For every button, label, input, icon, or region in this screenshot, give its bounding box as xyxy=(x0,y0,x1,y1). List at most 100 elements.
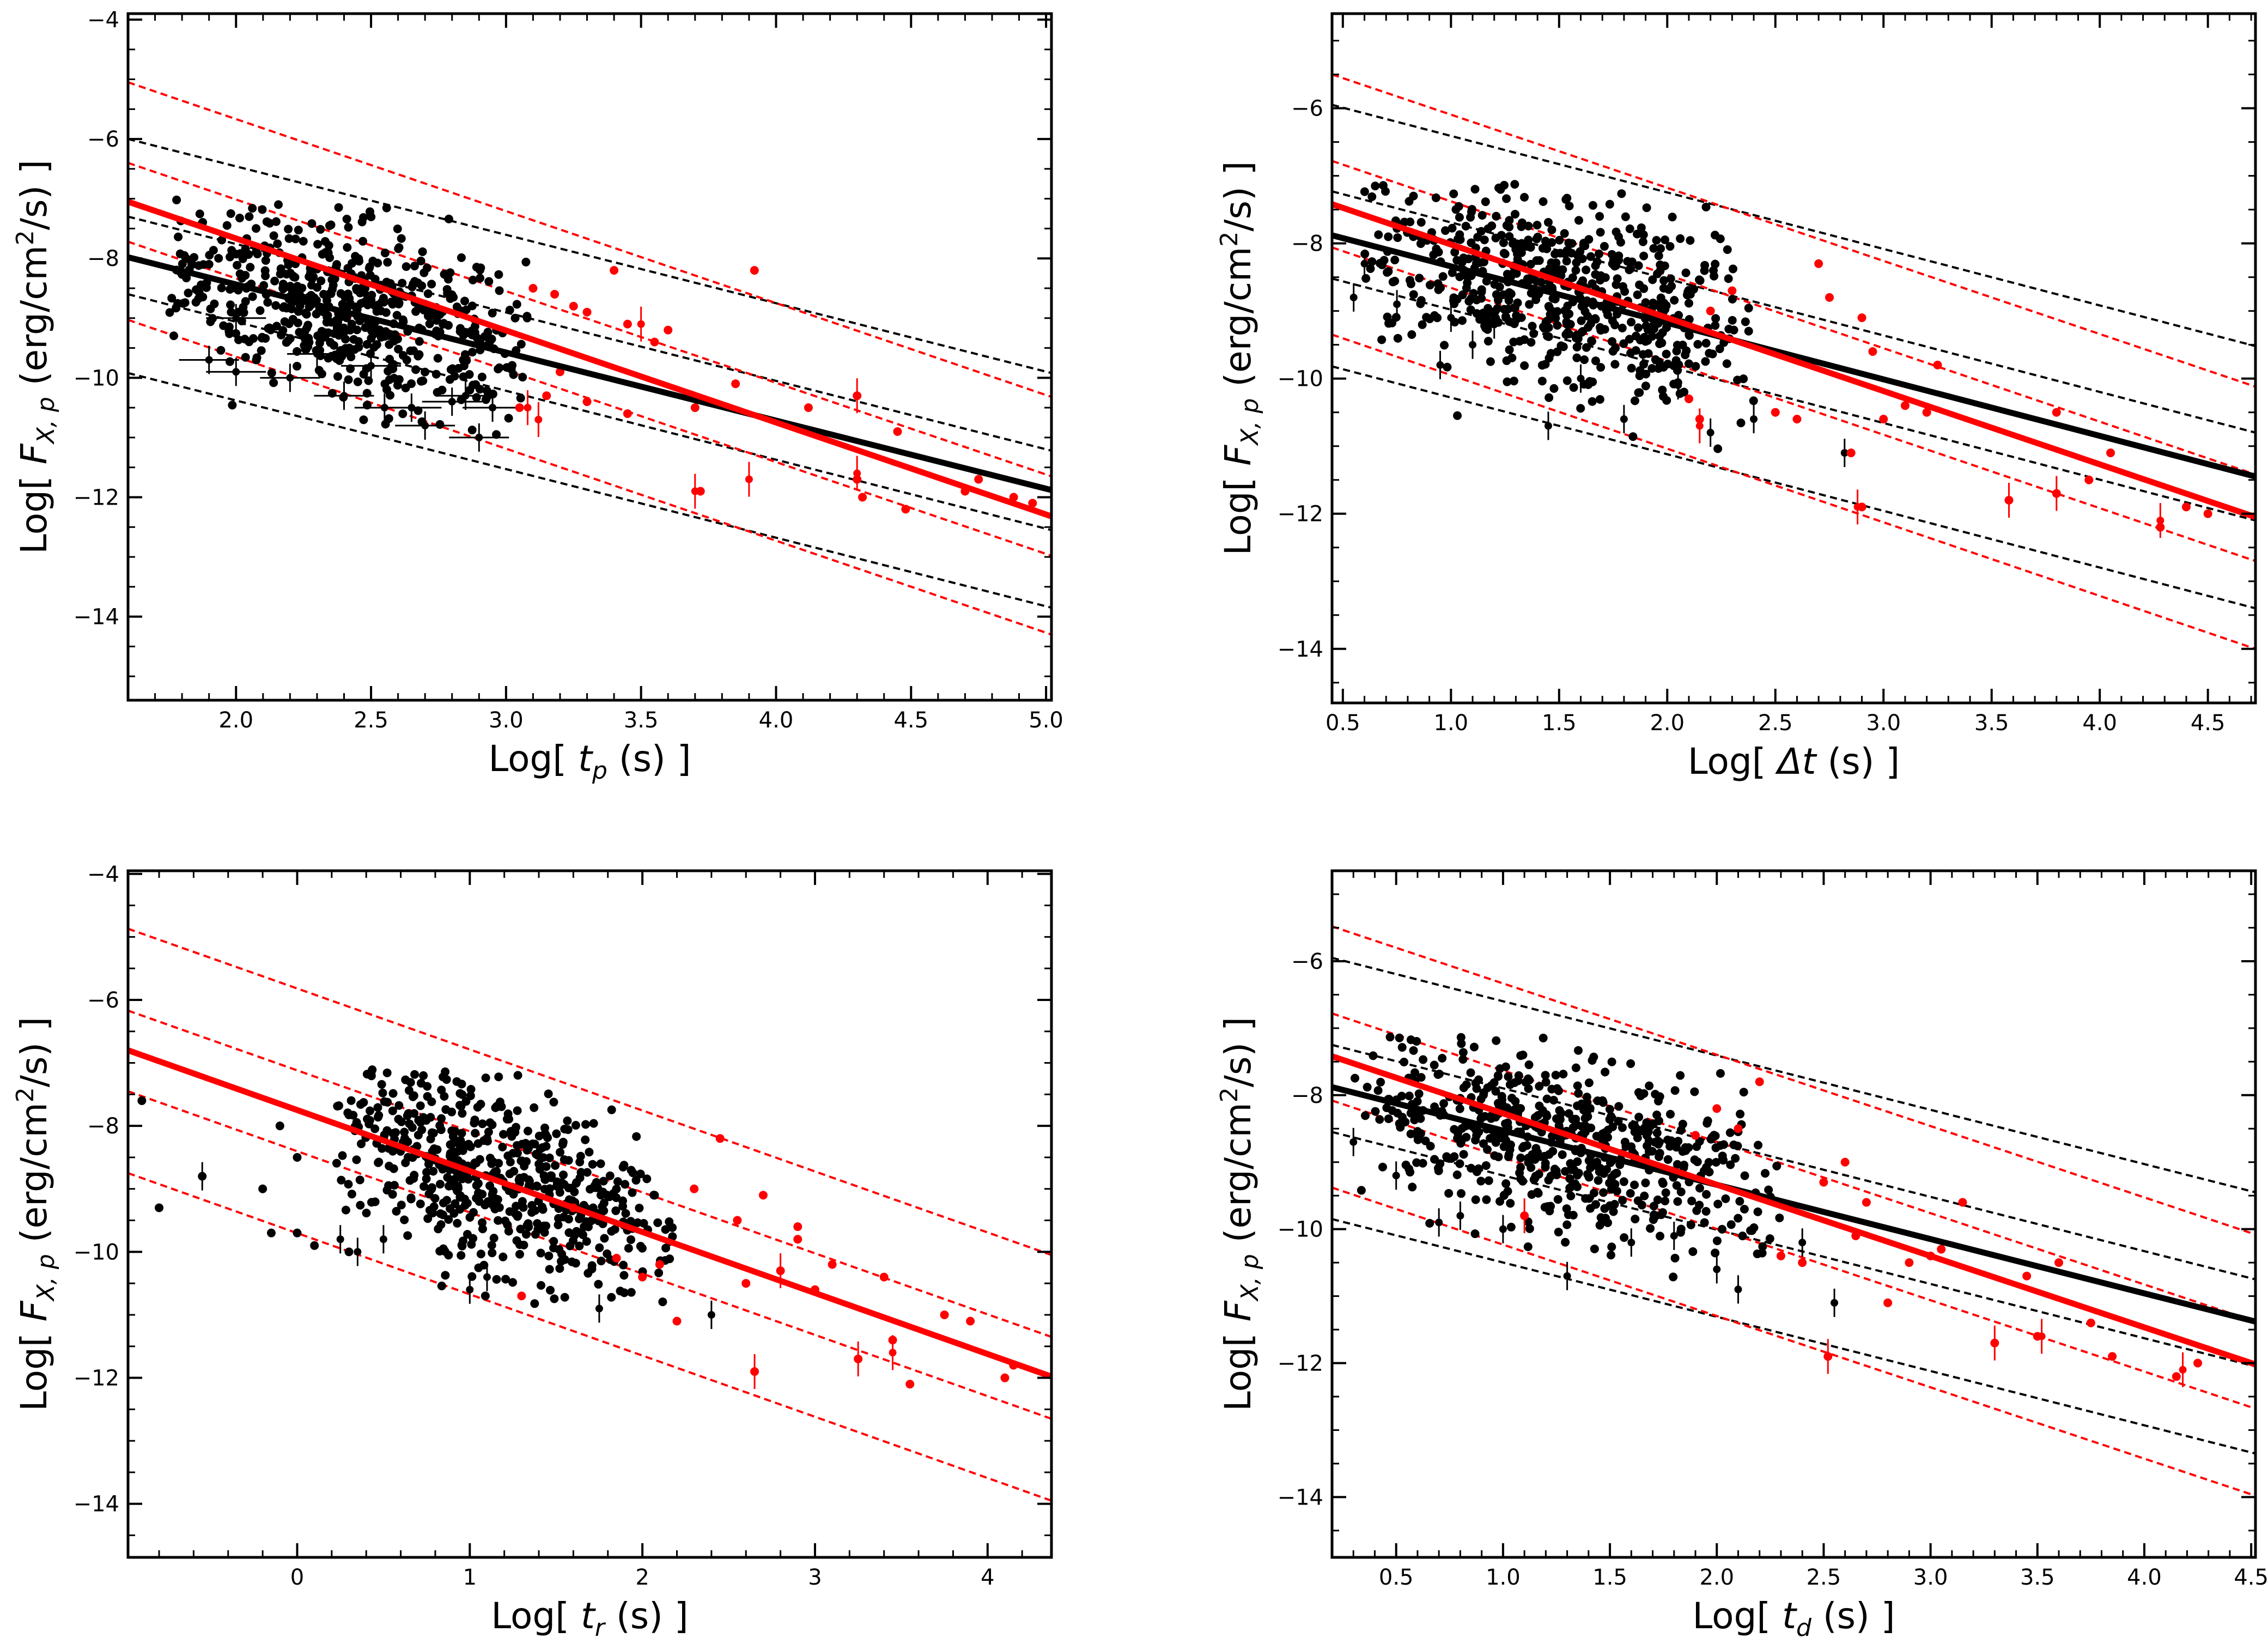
black-point xyxy=(1711,314,1720,323)
red-point xyxy=(696,487,705,496)
x-tick-label: 3.5 xyxy=(1974,711,2009,736)
black-point xyxy=(1634,1088,1643,1097)
black-point xyxy=(1676,234,1685,243)
black-point xyxy=(1711,1157,1720,1167)
red-point xyxy=(1825,293,1834,302)
black-band-line-2 xyxy=(1332,1131,2255,1368)
black-point xyxy=(1430,1060,1439,1070)
black-point xyxy=(1408,1182,1417,1192)
black-point xyxy=(1457,1124,1467,1133)
black-point xyxy=(489,404,497,412)
black-point xyxy=(1493,1072,1503,1081)
black-point xyxy=(516,393,525,403)
black-point xyxy=(488,1120,497,1130)
black-point xyxy=(605,1171,615,1180)
black-point xyxy=(619,1271,629,1280)
black-point xyxy=(530,1103,539,1112)
x-axis-label: Log[ td (s) ] xyxy=(1692,1595,1895,1642)
black-point xyxy=(467,330,477,339)
black-point xyxy=(439,1210,448,1220)
black-point xyxy=(1425,1218,1434,1228)
black-point xyxy=(1541,1158,1550,1168)
black-point xyxy=(1582,1110,1591,1119)
red-point xyxy=(733,1216,742,1225)
black-point xyxy=(1652,1129,1662,1138)
x-tick-label: 1.0 xyxy=(1434,711,1469,736)
black-point xyxy=(289,272,299,282)
black-point xyxy=(393,225,402,234)
y-tick-label: −14 xyxy=(1278,637,1323,662)
black-point xyxy=(245,212,254,221)
black-point xyxy=(531,1206,540,1215)
red-point xyxy=(2108,1352,2117,1361)
black-point xyxy=(1627,1239,1635,1247)
black-point xyxy=(1721,1194,1730,1203)
black-point xyxy=(238,274,247,283)
black-point xyxy=(560,1155,569,1164)
black-point xyxy=(509,1167,519,1176)
black-point xyxy=(554,1220,563,1229)
black-point xyxy=(661,1225,670,1234)
red-point xyxy=(853,469,861,477)
black-point xyxy=(1717,1224,1726,1234)
black-point xyxy=(513,1071,522,1080)
black-point xyxy=(1516,1153,1525,1162)
black-point xyxy=(1525,300,1534,309)
black-point xyxy=(492,1275,501,1284)
black-point xyxy=(1548,259,1558,269)
black-point xyxy=(346,1096,356,1105)
black-point xyxy=(1563,301,1572,311)
black-point xyxy=(1716,1069,1725,1078)
black-point xyxy=(306,290,315,300)
red-point xyxy=(534,416,543,424)
x-tick-label: 4.5 xyxy=(2191,711,2226,736)
black-point xyxy=(1628,432,1638,441)
black-point xyxy=(241,297,250,306)
black-point xyxy=(575,1241,584,1251)
black-point xyxy=(217,235,227,245)
black-point xyxy=(1573,1182,1582,1191)
black-point xyxy=(1620,415,1628,423)
black-point xyxy=(607,1227,616,1236)
red-point xyxy=(793,1222,802,1232)
black-point xyxy=(455,1191,465,1200)
black-point xyxy=(1764,1185,1773,1194)
black-point xyxy=(583,1269,593,1278)
black-point xyxy=(394,344,403,354)
black-point xyxy=(567,1257,576,1266)
black-point xyxy=(417,377,426,386)
black-point xyxy=(466,1285,474,1294)
black-point xyxy=(354,337,363,346)
black-point xyxy=(1534,1111,1543,1120)
black-point xyxy=(1689,284,1698,294)
black-point xyxy=(419,1182,429,1191)
red-point xyxy=(751,1367,759,1375)
red-point xyxy=(776,1267,785,1275)
black-point xyxy=(1488,310,1498,319)
black-point xyxy=(1596,326,1606,335)
black-point xyxy=(310,1241,319,1250)
black-point xyxy=(357,1139,366,1149)
y-tick-label: −14 xyxy=(74,605,119,630)
black-point xyxy=(1676,1228,1685,1237)
black-point xyxy=(1595,395,1604,404)
black-point xyxy=(1577,316,1586,325)
black-point xyxy=(388,1106,397,1115)
red-point xyxy=(542,391,551,401)
black-point xyxy=(273,200,283,209)
black-point xyxy=(1726,1160,1735,1169)
black-point xyxy=(269,231,278,240)
red-point xyxy=(879,1272,889,1282)
black-point xyxy=(356,299,366,308)
black-point xyxy=(1607,250,1616,259)
black-point xyxy=(1555,265,1565,275)
black-point xyxy=(276,269,285,278)
black-point xyxy=(437,1114,446,1123)
black-fit-line xyxy=(1332,1084,2255,1325)
black-point xyxy=(1621,212,1630,221)
black-point xyxy=(1673,1197,1682,1206)
black-point xyxy=(1562,320,1572,329)
black-point xyxy=(1479,1090,1488,1100)
black-point xyxy=(1589,1052,1598,1061)
black-point xyxy=(1416,299,1425,308)
